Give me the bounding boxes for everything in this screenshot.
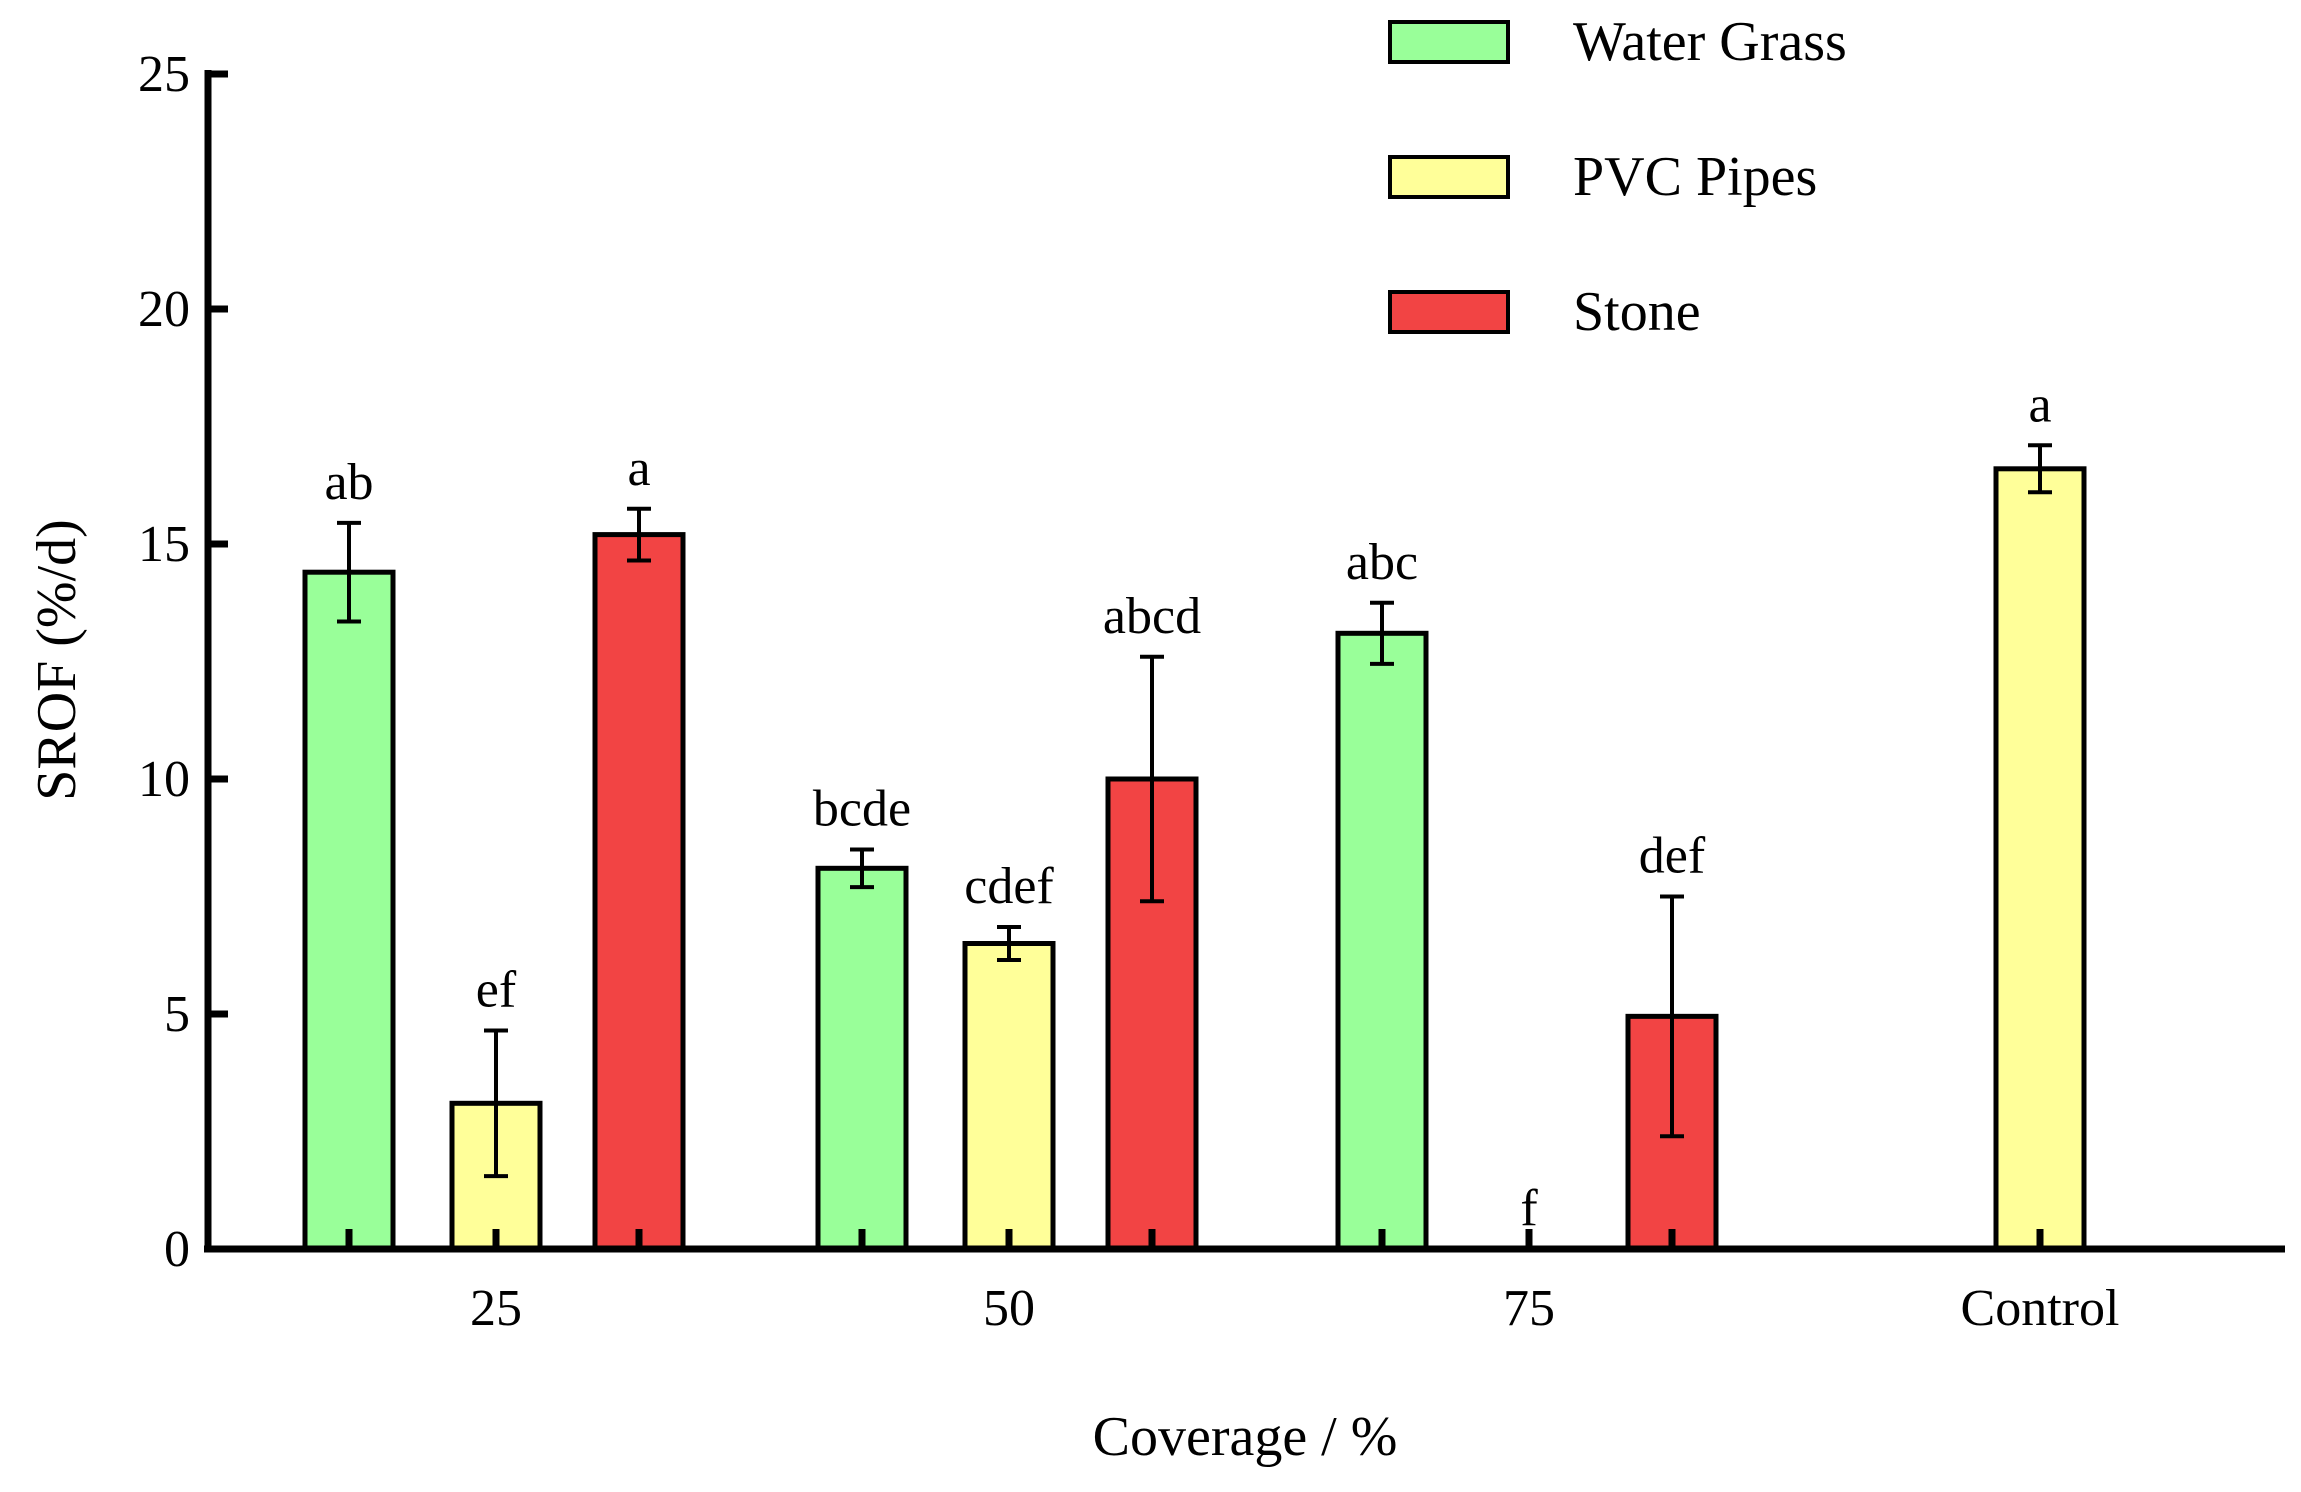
y-tick-label: 25: [138, 46, 190, 103]
significance-label: f: [1520, 1180, 1538, 1237]
significance-label: a: [627, 440, 650, 497]
legend: Water Grass PVC Pipes Stone: [1388, 11, 1847, 343]
y-axis-title: SROF (%/d): [26, 519, 88, 801]
significance-label: ab: [324, 454, 373, 511]
x-tick-label: 25: [470, 1280, 522, 1337]
significance-label: ef: [476, 961, 517, 1018]
significance-label: cdef: [964, 858, 1054, 915]
legend-label-stone: Stone: [1573, 281, 1701, 343]
legend-swatch-pvc-pipes: [1388, 155, 1510, 199]
y-tick-label: 5: [164, 986, 190, 1043]
bar: [592, 532, 686, 1252]
legend-swatch-water-grass: [1388, 20, 1510, 64]
significance-label: abc: [1346, 534, 1418, 591]
x-axis-title: Coverage / %: [1093, 1406, 1398, 1468]
y-tick-label: 15: [138, 516, 190, 573]
legend-label-pvc-pipes: PVC Pipes: [1573, 146, 1817, 208]
bar: [1993, 466, 2087, 1252]
legend-label-water-grass: Water Grass: [1573, 11, 1847, 73]
x-tick-label: Control: [1961, 1280, 2120, 1337]
bar: [962, 941, 1056, 1252]
x-tick-label: 75: [1503, 1280, 1555, 1337]
x-axis-ticks: 25 50 75 Control: [345, 1229, 2120, 1337]
bar: [302, 569, 396, 1252]
error-bars-layer: [337, 443, 2052, 1179]
significance-label: def: [1639, 828, 1706, 885]
y-tick-label: 0: [164, 1221, 190, 1278]
y-tick-label: 20: [138, 281, 190, 338]
significance-label: abcd: [1103, 588, 1201, 645]
bars-layer: [302, 466, 2087, 1252]
x-tick-label: 50: [983, 1280, 1035, 1337]
annotations-layer: ab bcde abc ef cdef f a a abcd def: [324, 376, 2051, 1237]
significance-label: a: [2028, 376, 2051, 433]
y-axis-ticks: 0 5 10 15 20 25: [138, 46, 228, 1278]
bar: [1335, 630, 1429, 1252]
bar: [815, 865, 909, 1252]
legend-swatch-stone: [1388, 290, 1510, 334]
significance-label: bcde: [813, 781, 911, 838]
y-tick-label: 10: [138, 751, 190, 808]
